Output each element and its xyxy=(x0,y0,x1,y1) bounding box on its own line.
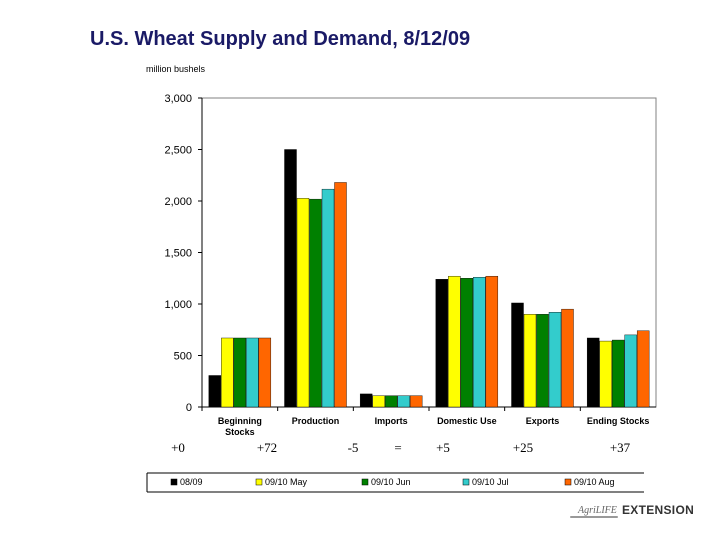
bar xyxy=(536,314,549,408)
bar xyxy=(284,149,297,408)
bars-layer xyxy=(208,149,650,408)
y-tick-label: 3,000 xyxy=(164,93,192,105)
legend-label: 09/10 May xyxy=(265,477,308,487)
bar xyxy=(372,395,385,408)
legend-swatch xyxy=(255,478,263,486)
change-label: +37 xyxy=(610,440,631,455)
legend-label: 09/10 Jun xyxy=(371,477,411,487)
bar xyxy=(548,312,562,408)
bar xyxy=(309,198,322,408)
bar xyxy=(321,188,335,408)
chart-title: U.S. Wheat Supply and Demand, 8/12/09 xyxy=(90,28,471,50)
bar xyxy=(435,279,449,408)
bar xyxy=(448,275,461,408)
change-label: +5 xyxy=(436,440,450,455)
bar xyxy=(258,337,272,408)
bar xyxy=(334,182,347,408)
y-axis-label: million bushels xyxy=(146,64,206,74)
bar xyxy=(384,395,398,408)
y-tick-label: 2,500 xyxy=(164,145,192,157)
bar xyxy=(511,302,524,408)
bar xyxy=(586,337,600,408)
labels-layer: million bushels 0 500 1,000 1,500 2,000 2,500 3… xyxy=(146,64,649,455)
y-tick-label: 2,000 xyxy=(164,196,192,208)
bar xyxy=(296,198,310,408)
change-label: -5 xyxy=(348,440,359,455)
agrilife-extension-logo: AgriLIFE EXTENSION xyxy=(568,502,698,526)
legend-label: 09/10 Jul xyxy=(472,477,509,487)
change-label: +0 xyxy=(171,440,185,455)
bar xyxy=(409,395,423,408)
legend-swatch xyxy=(564,478,572,486)
category-label: Production xyxy=(292,416,340,426)
category-label: Imports xyxy=(375,416,408,426)
legend-swatch xyxy=(462,478,470,486)
legend-label: 09/10 Aug xyxy=(574,477,615,487)
bar xyxy=(246,337,259,408)
legend-swatch xyxy=(170,478,178,486)
legend-swatch xyxy=(361,478,369,486)
change-label: +25 xyxy=(513,440,533,455)
category-label: Domestic Use xyxy=(437,416,497,426)
bar xyxy=(624,334,637,408)
bar xyxy=(473,277,486,408)
category-label: Beginning Stocks xyxy=(218,416,262,437)
bar xyxy=(611,339,625,408)
change-label: +72 xyxy=(257,440,277,455)
bar xyxy=(561,308,574,408)
bar xyxy=(359,393,373,408)
change-label: = xyxy=(394,440,401,455)
bar xyxy=(208,375,222,408)
bar xyxy=(460,278,474,408)
y-tick-label: 0 xyxy=(186,402,192,414)
bar xyxy=(599,340,612,408)
y-tick-label: 1,000 xyxy=(164,299,192,311)
bar xyxy=(233,337,247,408)
axis-layer xyxy=(198,97,657,411)
category-label: Exports xyxy=(526,416,560,426)
y-tick-label: 1,500 xyxy=(164,248,192,260)
bar xyxy=(636,330,650,408)
category-label: Ending Stocks xyxy=(587,416,650,426)
y-tick-label: 500 xyxy=(174,351,192,363)
legend: 08/09 09/10 May 09/10 Jun 09/10 Jul 09/10 Au… xyxy=(146,472,644,493)
bar xyxy=(397,395,410,408)
legend-label: 08/09 xyxy=(180,477,203,487)
bar xyxy=(485,275,499,408)
logo-swoosh-icon xyxy=(570,516,618,518)
bar xyxy=(523,314,537,408)
bar xyxy=(221,337,234,408)
